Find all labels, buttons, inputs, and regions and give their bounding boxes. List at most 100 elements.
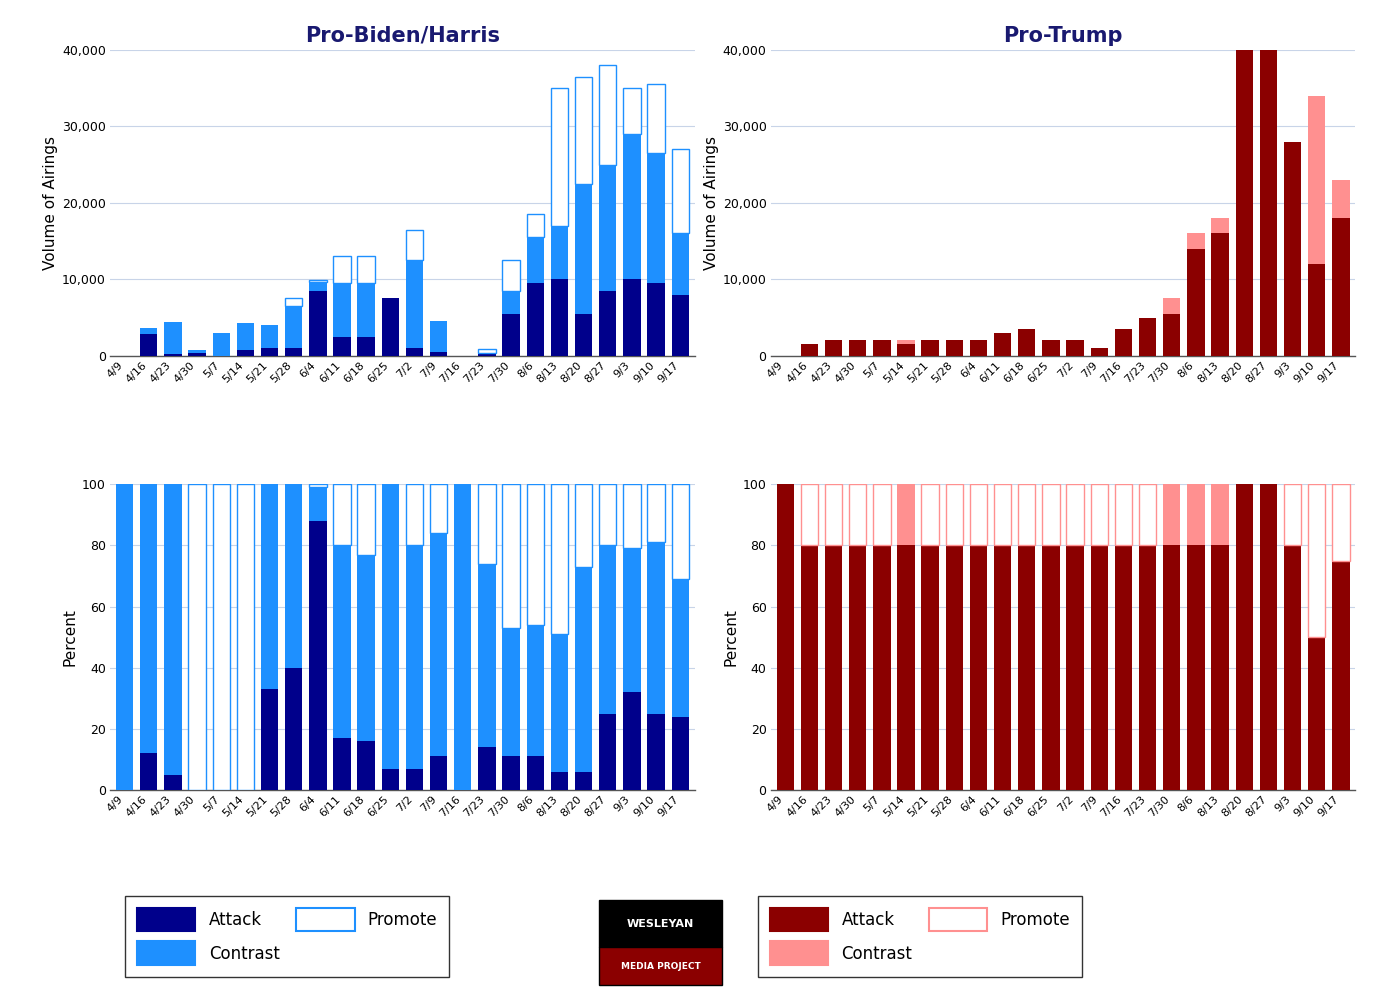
Title: Pro-Biden/Harris: Pro-Biden/Harris bbox=[305, 26, 499, 46]
Bar bbox=[310, 487, 326, 521]
Bar bbox=[1332, 218, 1350, 356]
Bar bbox=[945, 545, 963, 790]
Bar bbox=[164, 322, 182, 354]
Bar bbox=[502, 484, 520, 628]
Bar bbox=[575, 484, 592, 567]
Bar bbox=[599, 65, 616, 165]
Bar bbox=[237, 350, 255, 356]
Text: MEDIA PROJECT: MEDIA PROJECT bbox=[621, 962, 700, 971]
Bar bbox=[310, 484, 326, 487]
Bar bbox=[824, 545, 842, 790]
Bar bbox=[1018, 484, 1036, 545]
Bar bbox=[310, 521, 326, 790]
Bar bbox=[575, 77, 592, 184]
Bar bbox=[1066, 484, 1084, 545]
Bar bbox=[333, 738, 351, 790]
Bar bbox=[671, 579, 689, 717]
Bar bbox=[945, 484, 963, 545]
Bar bbox=[1309, 637, 1325, 790]
Bar bbox=[261, 348, 278, 356]
Bar bbox=[1163, 314, 1181, 356]
Bar bbox=[1139, 545, 1156, 790]
Bar bbox=[429, 321, 447, 352]
Bar bbox=[1259, 50, 1277, 356]
Bar bbox=[671, 484, 689, 579]
Bar bbox=[1091, 545, 1108, 790]
Bar bbox=[922, 545, 938, 790]
Bar bbox=[189, 353, 206, 356]
Bar bbox=[1211, 233, 1229, 356]
Bar bbox=[502, 314, 520, 356]
Bar bbox=[479, 484, 495, 564]
Bar bbox=[647, 153, 665, 283]
Bar bbox=[479, 349, 495, 353]
Bar bbox=[1236, 484, 1254, 790]
Bar bbox=[333, 283, 351, 337]
Bar bbox=[1066, 545, 1084, 790]
Bar bbox=[333, 484, 351, 545]
FancyBboxPatch shape bbox=[599, 900, 722, 947]
Bar bbox=[1309, 484, 1325, 637]
Bar bbox=[1042, 545, 1060, 790]
Bar bbox=[358, 337, 374, 356]
Bar bbox=[285, 306, 303, 348]
Bar bbox=[164, 775, 182, 790]
Bar bbox=[502, 628, 520, 756]
Bar bbox=[479, 747, 495, 790]
Bar bbox=[479, 353, 495, 356]
Bar bbox=[550, 88, 568, 226]
Bar bbox=[1332, 561, 1350, 790]
Y-axis label: Percent: Percent bbox=[724, 608, 739, 666]
Bar bbox=[527, 625, 544, 756]
Bar bbox=[550, 279, 568, 356]
Bar bbox=[1042, 484, 1060, 545]
Bar bbox=[527, 214, 544, 237]
Bar bbox=[993, 484, 1011, 545]
Bar bbox=[1115, 484, 1132, 545]
Bar bbox=[922, 484, 938, 545]
Bar bbox=[1187, 545, 1204, 790]
Bar bbox=[1259, 484, 1277, 790]
Bar bbox=[406, 484, 424, 545]
Bar bbox=[261, 689, 278, 790]
Bar bbox=[1091, 484, 1108, 545]
Bar bbox=[1332, 484, 1350, 561]
Bar bbox=[776, 484, 794, 790]
Y-axis label: Volume of Airings: Volume of Airings bbox=[703, 136, 718, 270]
Bar bbox=[358, 256, 374, 283]
Bar bbox=[164, 354, 182, 356]
FancyBboxPatch shape bbox=[599, 947, 722, 985]
Bar bbox=[623, 88, 641, 134]
Bar bbox=[1284, 484, 1302, 545]
Bar bbox=[454, 484, 472, 790]
Bar bbox=[1018, 329, 1036, 356]
Bar bbox=[1211, 484, 1229, 545]
Bar bbox=[849, 545, 867, 790]
Bar bbox=[261, 484, 278, 689]
Bar bbox=[575, 184, 592, 314]
Bar bbox=[849, 484, 867, 545]
Bar bbox=[970, 484, 987, 545]
Bar bbox=[1139, 318, 1156, 356]
Bar bbox=[874, 340, 890, 356]
Bar bbox=[358, 484, 374, 555]
Bar bbox=[897, 340, 915, 344]
Bar bbox=[575, 314, 592, 356]
Bar bbox=[970, 545, 987, 790]
Bar bbox=[623, 279, 641, 356]
Bar bbox=[237, 323, 255, 350]
Bar bbox=[671, 233, 689, 295]
Bar bbox=[381, 298, 399, 356]
Bar bbox=[1259, 42, 1277, 50]
Bar bbox=[1115, 545, 1132, 790]
Bar bbox=[945, 340, 963, 356]
Bar bbox=[285, 484, 303, 668]
Bar bbox=[285, 668, 303, 790]
Bar bbox=[285, 348, 303, 356]
Y-axis label: Volume of Airings: Volume of Airings bbox=[43, 136, 58, 270]
Bar bbox=[599, 291, 616, 356]
Bar bbox=[333, 337, 351, 356]
Bar bbox=[189, 350, 206, 353]
Bar bbox=[647, 714, 665, 790]
Bar bbox=[647, 542, 665, 714]
